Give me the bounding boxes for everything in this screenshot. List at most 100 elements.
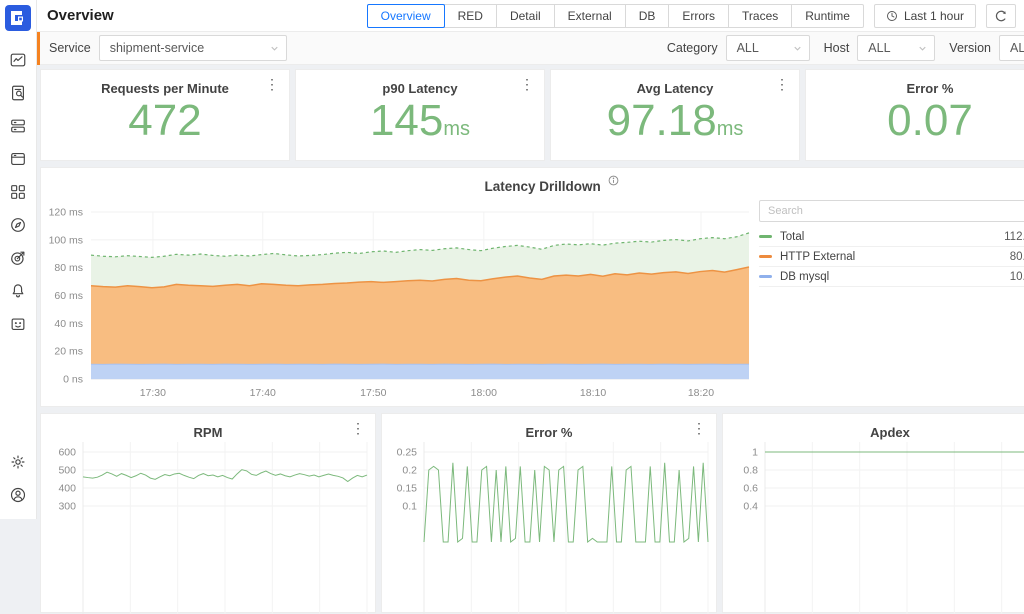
apdex-chart-card: ⋮ Apdex 10.80.60.4: [722, 413, 1024, 614]
svg-text:40 ms: 40 ms: [54, 318, 83, 330]
svg-text:100 ms: 100 ms: [49, 234, 83, 246]
rpm-chart[interactable]: 600 500 400 300: [41, 414, 377, 614]
apdex-chart[interactable]: 1 0.8 0.6 0.4: [723, 414, 1024, 614]
category-label: Category: [666, 41, 718, 55]
tab-detail[interactable]: Detail: [495, 4, 555, 28]
app-logo-icon[interactable]: [5, 5, 31, 31]
refresh-button[interactable]: [986, 4, 1016, 28]
legend-color-dash: [759, 275, 772, 278]
page-title: Overview: [47, 7, 114, 24]
svg-text:0.8: 0.8: [743, 465, 758, 477]
nav-alerts-bell-icon[interactable]: [0, 274, 36, 307]
settings-gear-icon[interactable]: [0, 445, 36, 478]
top-bar: Overview Overview RED Detail External DB Erro…: [37, 0, 1024, 32]
nav-services-list-icon[interactable]: [0, 109, 36, 142]
tab-errors[interactable]: Errors: [668, 4, 730, 28]
category-select-value: ALL: [736, 41, 759, 55]
error-pct-chart-title: Error %: [525, 425, 573, 440]
svg-text:17:50: 17:50: [360, 387, 386, 399]
service-select[interactable]: shipment-service: [98, 35, 287, 61]
metric-title: p90 Latency: [382, 81, 458, 96]
nav-metrics-chart-icon[interactable]: [0, 43, 36, 76]
category-select[interactable]: ALL: [725, 35, 810, 61]
version-label: Version: [949, 41, 991, 55]
version-select[interactable]: ALL: [999, 35, 1024, 61]
host-select[interactable]: ALL: [857, 35, 936, 61]
metric-title: Requests per Minute: [101, 81, 229, 96]
sidebar: [0, 0, 37, 519]
kebab-menu-icon[interactable]: ⋮: [775, 76, 789, 92]
kebab-menu-icon[interactable]: ⋮: [265, 76, 279, 92]
tab-bar: Overview RED Detail External DB Errors Traces R…: [366, 4, 864, 28]
svg-text:0.1: 0.1: [402, 501, 417, 513]
legend-series-value: 112.48 ms: [1004, 230, 1024, 243]
legend-series-name: DB mysql: [780, 270, 830, 283]
tab-external[interactable]: External: [553, 4, 626, 28]
svg-text:18:00: 18:00: [471, 387, 497, 399]
legend-series-value: 80.49 ms: [1009, 250, 1024, 263]
nav-dashboards-window-icon[interactable]: [0, 142, 36, 175]
error-pct-chart-card: ⋮ Error % 0.25 0.2 0.15 0.1: [381, 413, 718, 614]
svg-text:500: 500: [58, 465, 76, 477]
legend-row-http-external[interactable]: HTTP External 80.49 ms: [759, 247, 1024, 267]
tab-red[interactable]: RED: [443, 4, 497, 28]
version-select-value: ALL: [1010, 41, 1024, 55]
svg-text:0.15: 0.15: [397, 483, 418, 495]
nav-traces-explorer-icon[interactable]: [0, 76, 36, 109]
legend-row-db-mysql[interactable]: DB mysql 10.58 ms: [759, 267, 1024, 287]
time-range-label: Last 1 hour: [903, 9, 964, 23]
metric-card-p90-latency: ⋮ p90 Latency 145ms: [295, 69, 545, 161]
svg-text:60 ms: 60 ms: [54, 290, 83, 302]
host-select-value: ALL: [868, 41, 891, 55]
kebab-menu-icon[interactable]: ⋮: [520, 76, 534, 92]
svg-text:20 ms: 20 ms: [54, 346, 83, 358]
time-range-button[interactable]: Last 1 hour: [873, 4, 976, 28]
svg-text:0 ns: 0 ns: [63, 374, 83, 386]
metric-cards-row: ⋮ Requests per Minute 472 ⋮ p90 Latency 145ms…: [37, 65, 1024, 161]
legend-color-dash: [759, 235, 772, 238]
legend-series-name: HTTP External: [780, 250, 856, 263]
nav-goals-target-icon[interactable]: [0, 241, 36, 274]
latency-panel-title: Latency Drilldown: [484, 179, 601, 194]
latency-drilldown-chart[interactable]: 120 ms 100 ms 80 ms 60 ms 40 ms 20 ms 0 ns 17:3…: [41, 168, 759, 408]
apdex-chart-title: Apdex: [870, 425, 910, 440]
info-icon[interactable]: [608, 175, 619, 186]
svg-text:400: 400: [58, 483, 76, 495]
rpm-chart-title: RPM: [193, 425, 223, 440]
tab-traces[interactable]: Traces: [728, 4, 793, 28]
legend-series-value: 10.58 ms: [1009, 270, 1024, 283]
svg-text:17:40: 17:40: [250, 387, 276, 399]
metric-title: Avg Latency: [636, 81, 714, 96]
metric-title: Error %: [906, 81, 954, 96]
legend-search-input[interactable]: [759, 200, 1024, 222]
error-pct-chart[interactable]: 0.25 0.2 0.15 0.1: [382, 414, 718, 614]
legend-color-dash: [759, 255, 772, 258]
svg-text:300: 300: [58, 501, 76, 513]
nav-apps-grid-icon[interactable]: [0, 175, 36, 208]
user-account-icon[interactable]: [0, 478, 36, 511]
metric-card-requests-per-minute: ⋮ Requests per Minute 472: [40, 69, 290, 161]
svg-text:0.25: 0.25: [397, 447, 418, 459]
svg-text:80 ms: 80 ms: [54, 262, 83, 274]
filter-bar: Service shipment-service Category ALL Ho…: [37, 32, 1024, 65]
tab-overview[interactable]: Overview: [366, 4, 445, 28]
legend-row-total[interactable]: Total 112.48 ms: [759, 227, 1024, 247]
rpm-chart-card: ⋮ RPM 600 500 400 300: [40, 413, 377, 614]
tab-db[interactable]: DB: [624, 4, 670, 28]
chevron-down-icon: [919, 46, 926, 51]
metric-value: 97.18ms: [606, 96, 744, 145]
svg-text:18:20: 18:20: [688, 387, 714, 399]
svg-text:0.6: 0.6: [743, 483, 758, 495]
metric-card-avg-latency: ⋮ Avg Latency 97.18ms: [550, 69, 800, 161]
kebab-menu-icon[interactable]: ⋮: [351, 420, 365, 436]
svg-text:120 ms: 120 ms: [49, 207, 83, 219]
svg-text:0.4: 0.4: [743, 501, 758, 513]
nav-id-badge-icon[interactable]: [0, 307, 36, 340]
tab-runtime[interactable]: Runtime: [791, 4, 864, 28]
nav-explore-compass-icon[interactable]: [0, 208, 36, 241]
svg-text:17:30: 17:30: [140, 387, 166, 399]
svg-text:0.2: 0.2: [402, 465, 417, 477]
svg-text:1: 1: [752, 447, 758, 459]
kebab-menu-icon[interactable]: ⋮: [692, 420, 706, 436]
chevron-down-icon: [271, 46, 278, 51]
